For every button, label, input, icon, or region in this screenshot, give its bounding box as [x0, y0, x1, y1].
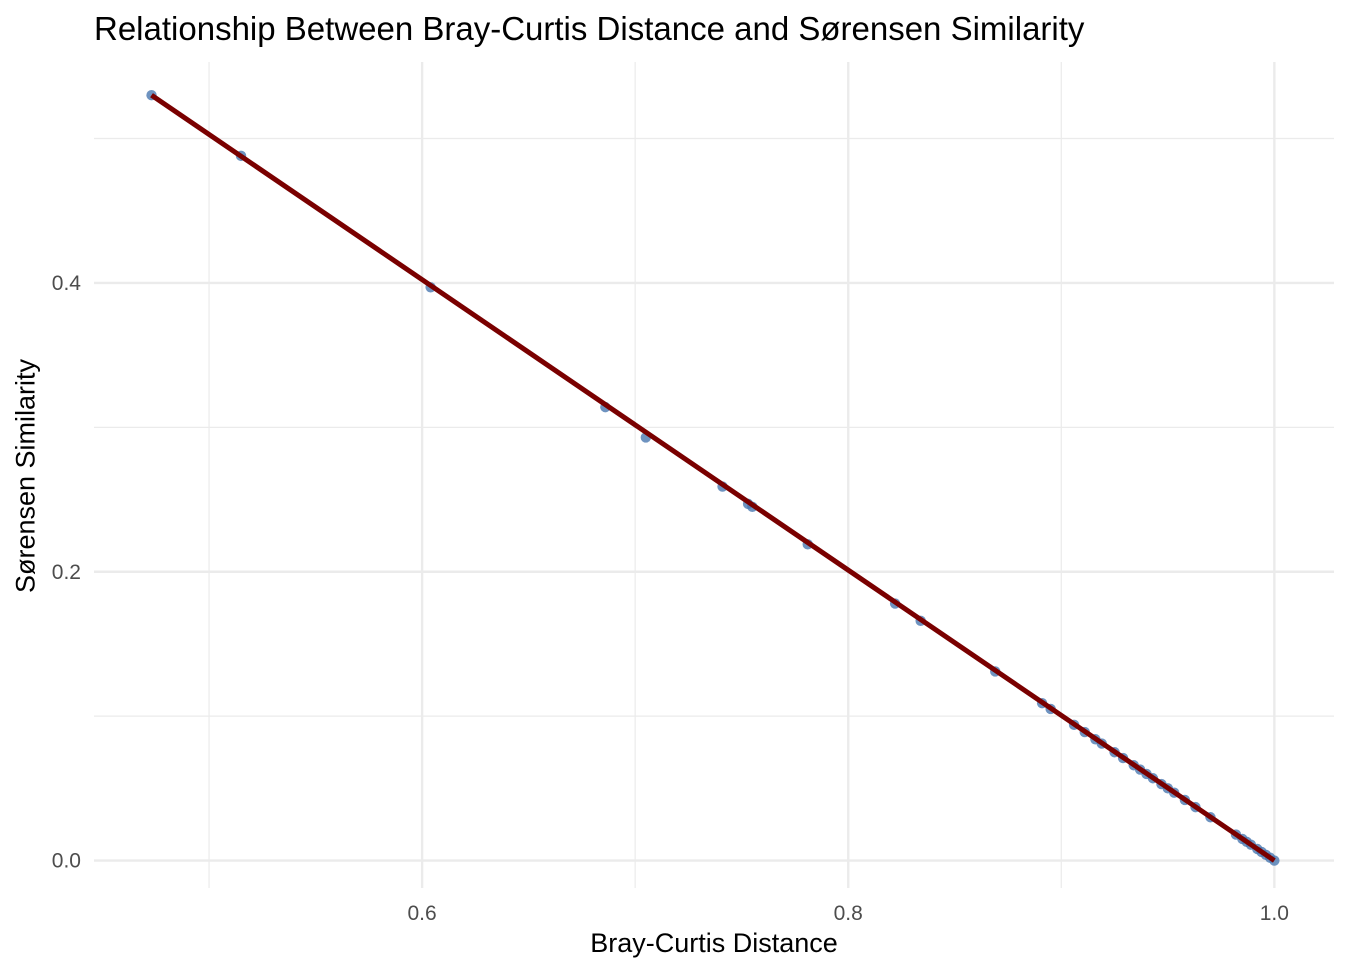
- fit-line-group: [150, 93, 1276, 863]
- x-tick-label: 1.0: [1260, 902, 1289, 925]
- tick-labels: 0.6 0.8 1.0 0.0 0.2 0.4: [52, 272, 1289, 925]
- x-axis-label: Bray-Curtis Distance: [590, 928, 838, 958]
- fit-line: [150, 93, 1276, 863]
- y-tick-label: 0.2: [52, 561, 81, 584]
- x-tick-label: 0.8: [834, 902, 863, 925]
- y-axis-label: Sørensen Similarity: [10, 358, 41, 594]
- major-gridlines: [94, 62, 1334, 888]
- y-tick-label: 0.0: [52, 850, 81, 873]
- y-tick-label: 0.4: [52, 272, 82, 295]
- x-tick-label: 0.6: [408, 902, 437, 925]
- chart-title: Relationship Between Bray-Curtis Distanc…: [94, 10, 1085, 47]
- minor-gridlines: [94, 62, 1334, 888]
